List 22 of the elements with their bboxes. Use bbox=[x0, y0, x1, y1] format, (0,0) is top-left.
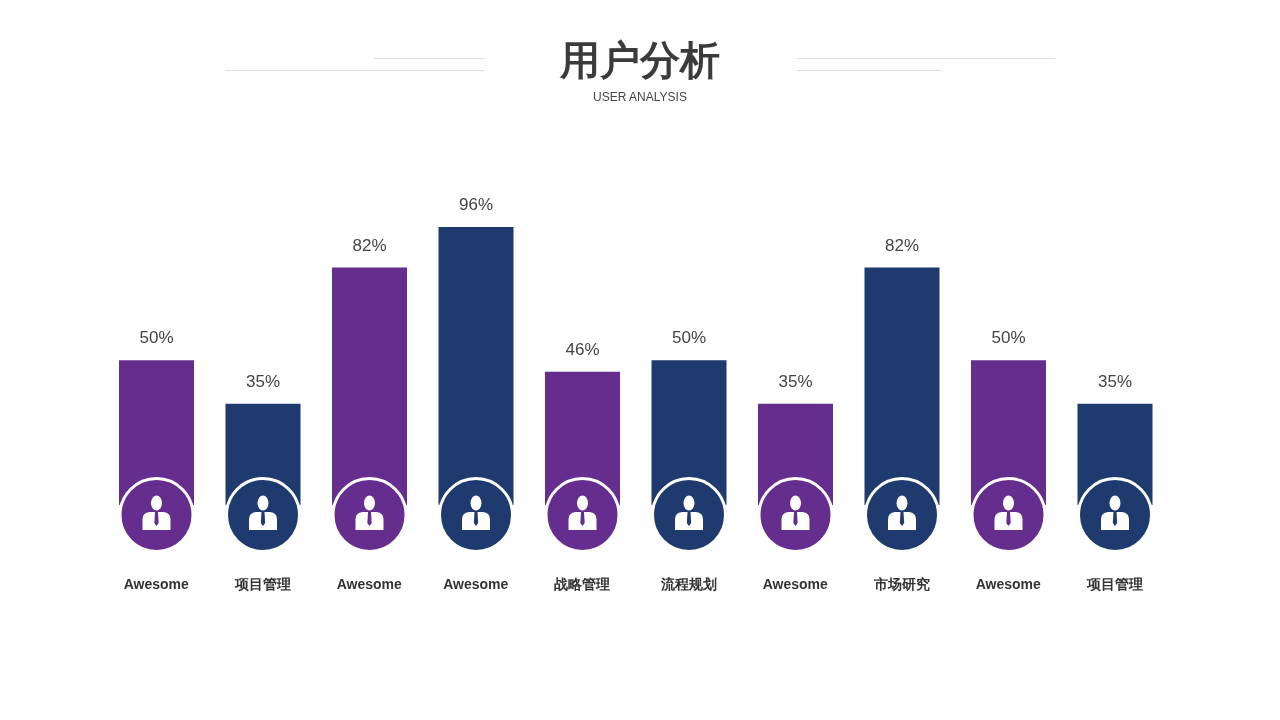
data-label: 46% bbox=[565, 339, 600, 359]
data-label: 50% bbox=[671, 328, 707, 348]
x-tick-label: 流程规划 bbox=[659, 575, 717, 592]
x-tick-label: Awesome bbox=[336, 575, 403, 592]
chart-title: 用户分析 bbox=[559, 37, 721, 84]
data-label: 50% bbox=[991, 328, 1026, 348]
data-label: 82% bbox=[884, 235, 920, 255]
x-tick-label: 战略管理 bbox=[554, 575, 611, 592]
data-label: 35% bbox=[778, 371, 813, 391]
x-tick-label: 项目管理 bbox=[233, 575, 291, 592]
x-tick-label: 项目管理 bbox=[1085, 575, 1143, 592]
x-tick-label: Awesome bbox=[443, 575, 509, 592]
chart-subtitle: USER ANALYSIS bbox=[592, 89, 688, 105]
x-tick-label: Awesome bbox=[762, 575, 829, 592]
data-label: 35% bbox=[245, 371, 281, 391]
x-tick-label: 市场研究 bbox=[872, 575, 930, 592]
data-label: 35% bbox=[1097, 371, 1133, 391]
data-label: 82% bbox=[352, 235, 387, 255]
x-tick-label: Awesome bbox=[975, 575, 1042, 592]
data-label: 50% bbox=[139, 328, 174, 348]
x-tick-label: Awesome bbox=[123, 575, 190, 592]
data-label: 96% bbox=[458, 195, 494, 214]
